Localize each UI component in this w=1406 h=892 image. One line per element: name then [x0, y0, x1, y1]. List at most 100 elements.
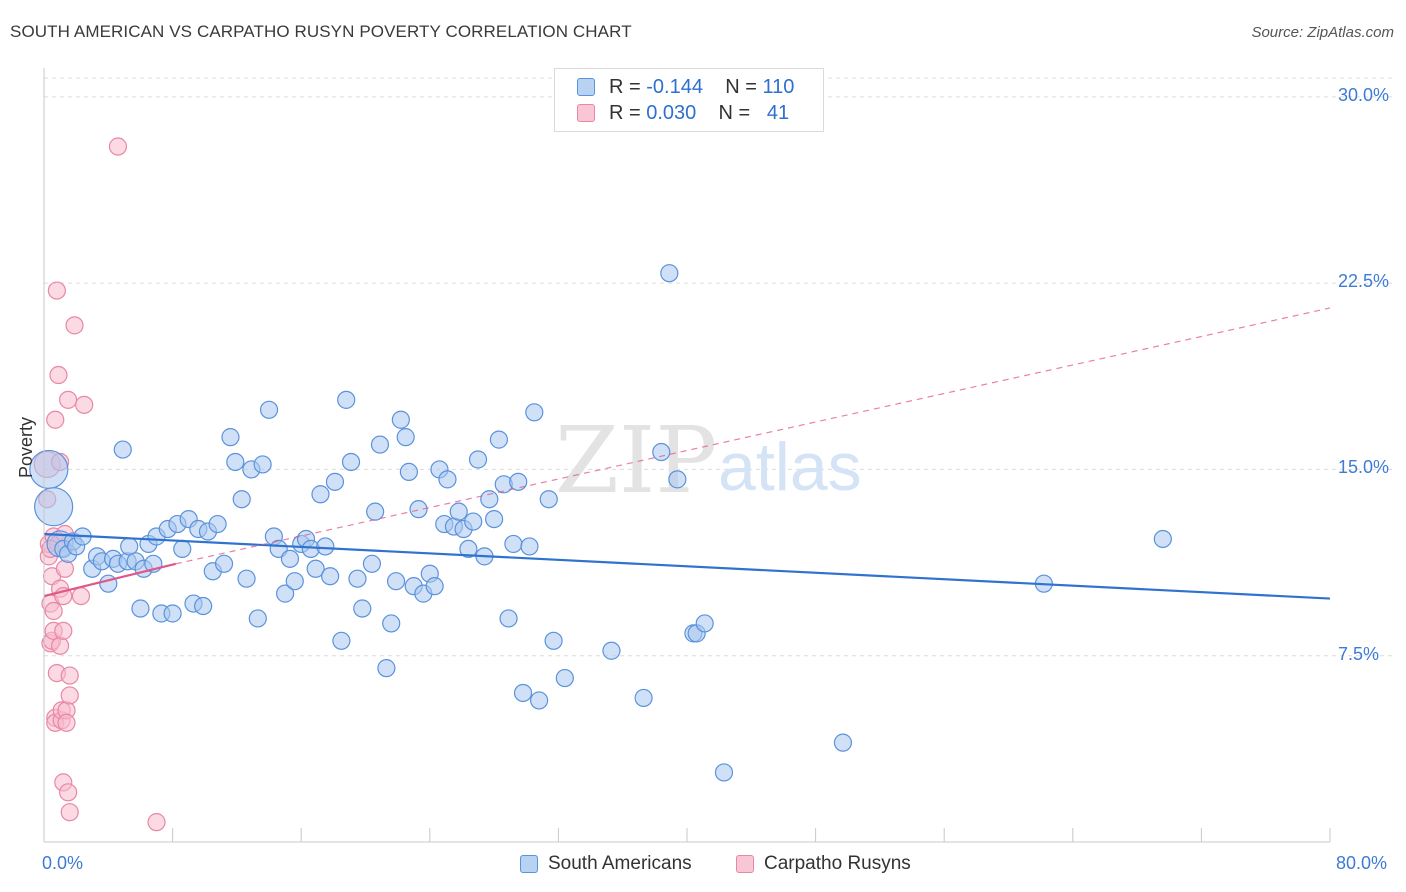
carpatho-rusyn-point: [47, 281, 66, 300]
south-american-point: [391, 410, 410, 429]
carpatho-rusyn-point: [55, 559, 74, 578]
south-american-point: [348, 569, 367, 588]
south-american-point: [353, 599, 372, 618]
south-american-point: [377, 659, 396, 678]
south-american-point: [311, 485, 330, 504]
south-americans-trend-line: [43, 532, 1331, 600]
legend-r-label: R =: [609, 75, 641, 98]
south-american-point: [280, 549, 300, 568]
south-american-point: [321, 567, 340, 586]
south-american-point: [449, 502, 468, 521]
carpatho-rusyn-point: [60, 666, 79, 685]
legend-n-label: N =: [725, 75, 757, 98]
south-american-point: [525, 403, 544, 422]
bottom-legend-carpatho-rusyns: Carpatho Rusyns: [736, 851, 911, 877]
south-americans-points: [29, 264, 1172, 782]
south-american-point: [194, 596, 213, 616]
y-tick-label: 7.5%: [1338, 643, 1380, 664]
south-american-point: [276, 584, 295, 603]
south-american-point: [173, 539, 192, 559]
south-american-point: [695, 614, 714, 633]
south-american-point: [237, 569, 256, 588]
south-american-point: [504, 534, 523, 554]
legend: R = -0.144 N = 110 R = 0.030 N = 41: [554, 68, 824, 132]
south-american-point: [459, 539, 478, 559]
y-tick-label: 22.5%: [1338, 271, 1390, 292]
legend-r-value: 0.030: [646, 101, 697, 124]
carpatho-rusyn-point: [60, 686, 79, 705]
blue-swatch-icon: [577, 78, 595, 96]
south-american-point: [386, 572, 406, 591]
south-american-point: [221, 428, 240, 447]
carpatho-rusyn-point: [50, 636, 70, 655]
south-american-point: [634, 688, 653, 708]
carpatho-rusyn-point: [57, 713, 76, 732]
south-american-point: [226, 452, 245, 472]
legend-r-label: R =: [609, 101, 641, 124]
south-american-point: [714, 763, 734, 782]
bottom-legend-south-americans: South Americans: [520, 851, 692, 877]
carpatho-rusyn-point: [147, 813, 166, 832]
south-american-point: [163, 604, 182, 623]
axes: [43, 68, 1331, 843]
bottom-legend-label: Carpatho Rusyns: [764, 853, 911, 874]
south-american-point: [499, 609, 518, 628]
south-american-point: [306, 559, 325, 578]
south-american-point: [337, 390, 356, 409]
source-label: Source: ZipAtlas.com: [1251, 24, 1394, 41]
south-american-point: [341, 452, 361, 472]
south-american-point: [539, 490, 558, 509]
south-american-point: [253, 455, 272, 474]
south-american-point: [464, 512, 483, 531]
legend-row-carpatho-rusyns: R = 0.030 N = 41: [577, 100, 789, 126]
carpatho-rusyn-point: [59, 783, 78, 802]
carpatho-rusyn-point: [46, 410, 65, 429]
x-tick-label-min: 0.0%: [42, 853, 84, 873]
south-american-point: [214, 554, 234, 573]
south-american-point: [325, 472, 345, 491]
south-american-point: [1153, 529, 1172, 549]
watermark-zip: ZIP: [555, 407, 717, 514]
y-tick-label: 30.0%: [1338, 84, 1390, 105]
south-american-point: [362, 554, 382, 573]
south-american-point: [316, 537, 335, 556]
south-american-point: [332, 631, 351, 650]
south-american-point: [489, 430, 509, 449]
legend-n-value: 41: [766, 101, 790, 124]
south-american-point: [509, 472, 528, 491]
carpatho-rusyn-point: [54, 621, 73, 640]
south-american-point: [382, 614, 401, 633]
legend-r-value: -0.144: [646, 75, 703, 98]
south-american-point: [248, 609, 267, 628]
south-american-point: [208, 514, 227, 534]
south-american-point: [513, 683, 533, 703]
carpatho-rusyn-point: [71, 586, 91, 606]
legend-row-south-americans: R = -0.144 N = 110: [577, 74, 794, 100]
pink-swatch-icon: [736, 855, 754, 873]
south-american-point: [660, 264, 679, 283]
grid-layer: [44, 77, 1392, 657]
carpatho-rusyn-point: [59, 390, 78, 409]
y-tick-label: 15.0%: [1338, 457, 1390, 478]
legend-n-label: N =: [718, 101, 751, 124]
south-american-point: [99, 574, 118, 593]
south-american-point: [468, 450, 488, 469]
south-american-point: [485, 509, 504, 529]
south-american-point: [113, 440, 132, 459]
south-american-point: [480, 490, 499, 509]
carpatho-rusyn-point: [75, 395, 94, 414]
south-american-point: [544, 631, 563, 650]
carpatho-rusyns-trend-line: [43, 562, 177, 598]
south-american-point: [652, 442, 671, 462]
south-american-point: [232, 490, 251, 509]
south-american-point: [366, 502, 385, 521]
south-american-point: [285, 572, 304, 591]
carpatho-rusyn-point: [65, 316, 84, 335]
carpatho-rusyns-trend-extension: [175, 307, 1331, 565]
south-american-point: [602, 641, 621, 660]
trend-lines: [43, 307, 1331, 600]
carpatho-rusyn-point: [60, 803, 79, 822]
south-american-point: [259, 400, 279, 419]
south-american-point: [555, 668, 574, 688]
